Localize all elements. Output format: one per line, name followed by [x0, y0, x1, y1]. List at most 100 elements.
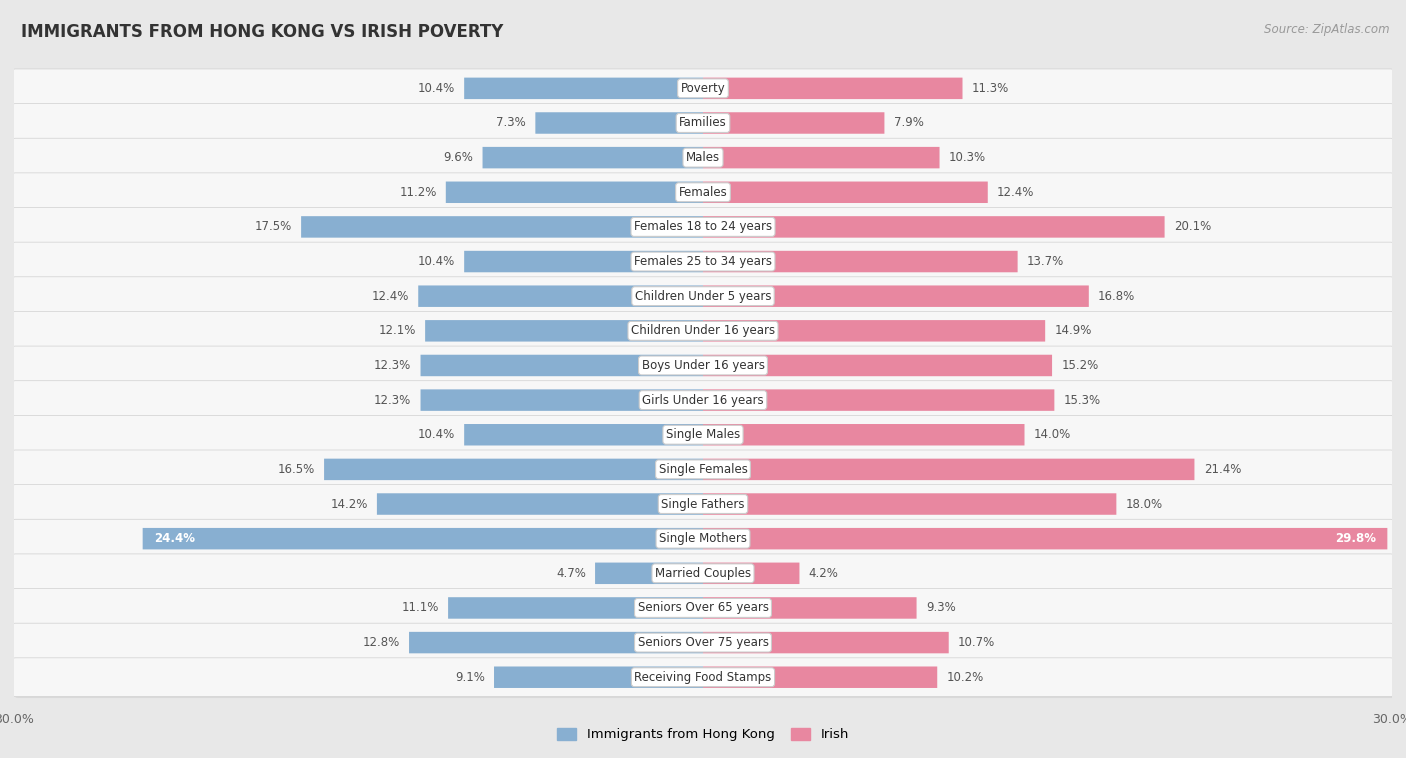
- Text: 24.4%: 24.4%: [155, 532, 195, 545]
- FancyBboxPatch shape: [14, 70, 1399, 109]
- Text: 11.1%: 11.1%: [402, 601, 439, 615]
- Text: 21.4%: 21.4%: [1204, 463, 1241, 476]
- FancyBboxPatch shape: [11, 138, 1395, 177]
- Text: 7.9%: 7.9%: [894, 117, 924, 130]
- FancyBboxPatch shape: [703, 320, 1045, 342]
- FancyBboxPatch shape: [703, 424, 1025, 446]
- FancyBboxPatch shape: [409, 632, 703, 653]
- FancyBboxPatch shape: [14, 313, 1399, 352]
- FancyBboxPatch shape: [11, 242, 1395, 281]
- FancyBboxPatch shape: [377, 493, 703, 515]
- FancyBboxPatch shape: [536, 112, 703, 133]
- Text: Children Under 5 years: Children Under 5 years: [634, 290, 772, 302]
- FancyBboxPatch shape: [418, 286, 703, 307]
- FancyBboxPatch shape: [464, 424, 703, 446]
- FancyBboxPatch shape: [703, 147, 939, 168]
- FancyBboxPatch shape: [14, 521, 1399, 559]
- Text: 15.3%: 15.3%: [1063, 393, 1101, 406]
- FancyBboxPatch shape: [703, 77, 963, 99]
- Text: 10.3%: 10.3%: [949, 151, 986, 164]
- FancyBboxPatch shape: [142, 528, 703, 550]
- Text: 10.2%: 10.2%: [946, 671, 984, 684]
- Text: 12.3%: 12.3%: [374, 359, 412, 372]
- FancyBboxPatch shape: [14, 556, 1399, 594]
- Text: 12.4%: 12.4%: [371, 290, 409, 302]
- FancyBboxPatch shape: [14, 243, 1399, 282]
- Text: 14.0%: 14.0%: [1033, 428, 1071, 441]
- FancyBboxPatch shape: [703, 562, 800, 584]
- Text: 10.4%: 10.4%: [418, 428, 456, 441]
- FancyBboxPatch shape: [703, 459, 1195, 480]
- FancyBboxPatch shape: [14, 105, 1399, 144]
- Text: Single Males: Single Males: [666, 428, 740, 441]
- Text: Girls Under 16 years: Girls Under 16 years: [643, 393, 763, 406]
- FancyBboxPatch shape: [11, 554, 1395, 593]
- FancyBboxPatch shape: [703, 493, 1116, 515]
- FancyBboxPatch shape: [11, 450, 1395, 489]
- FancyBboxPatch shape: [11, 208, 1395, 246]
- FancyBboxPatch shape: [11, 104, 1395, 143]
- Text: 18.0%: 18.0%: [1126, 497, 1163, 511]
- FancyBboxPatch shape: [11, 415, 1395, 454]
- Text: 20.1%: 20.1%: [1174, 221, 1211, 233]
- Text: 12.1%: 12.1%: [378, 324, 416, 337]
- Text: Males: Males: [686, 151, 720, 164]
- FancyBboxPatch shape: [14, 382, 1399, 421]
- Text: Females 25 to 34 years: Females 25 to 34 years: [634, 255, 772, 268]
- FancyBboxPatch shape: [420, 390, 703, 411]
- FancyBboxPatch shape: [11, 658, 1395, 697]
- Text: 12.8%: 12.8%: [363, 636, 399, 649]
- FancyBboxPatch shape: [703, 632, 949, 653]
- FancyBboxPatch shape: [420, 355, 703, 376]
- FancyBboxPatch shape: [14, 451, 1399, 490]
- Text: 9.3%: 9.3%: [925, 601, 956, 615]
- Text: 4.2%: 4.2%: [808, 567, 838, 580]
- FancyBboxPatch shape: [11, 588, 1395, 628]
- FancyBboxPatch shape: [703, 528, 1388, 550]
- FancyBboxPatch shape: [703, 251, 1018, 272]
- FancyBboxPatch shape: [323, 459, 703, 480]
- FancyBboxPatch shape: [14, 590, 1399, 628]
- FancyBboxPatch shape: [14, 278, 1399, 317]
- Text: 10.4%: 10.4%: [418, 255, 456, 268]
- Text: Receiving Food Stamps: Receiving Food Stamps: [634, 671, 772, 684]
- Text: 12.4%: 12.4%: [997, 186, 1035, 199]
- Legend: Immigrants from Hong Kong, Irish: Immigrants from Hong Kong, Irish: [551, 722, 855, 747]
- Text: 9.6%: 9.6%: [443, 151, 474, 164]
- Text: 7.3%: 7.3%: [496, 117, 526, 130]
- Text: 11.3%: 11.3%: [972, 82, 1010, 95]
- FancyBboxPatch shape: [14, 659, 1399, 698]
- FancyBboxPatch shape: [482, 147, 703, 168]
- FancyBboxPatch shape: [446, 181, 703, 203]
- FancyBboxPatch shape: [11, 173, 1395, 211]
- Text: 29.8%: 29.8%: [1334, 532, 1376, 545]
- Text: 13.7%: 13.7%: [1026, 255, 1064, 268]
- FancyBboxPatch shape: [464, 77, 703, 99]
- FancyBboxPatch shape: [14, 417, 1399, 456]
- Text: 16.5%: 16.5%: [277, 463, 315, 476]
- FancyBboxPatch shape: [11, 623, 1395, 662]
- Text: Single Females: Single Females: [658, 463, 748, 476]
- FancyBboxPatch shape: [14, 486, 1399, 525]
- Text: Seniors Over 75 years: Seniors Over 75 years: [637, 636, 769, 649]
- FancyBboxPatch shape: [595, 562, 703, 584]
- Text: 12.3%: 12.3%: [374, 393, 412, 406]
- FancyBboxPatch shape: [464, 251, 703, 272]
- FancyBboxPatch shape: [425, 320, 703, 342]
- Text: 4.7%: 4.7%: [555, 567, 586, 580]
- Text: Boys Under 16 years: Boys Under 16 years: [641, 359, 765, 372]
- FancyBboxPatch shape: [11, 346, 1395, 385]
- FancyBboxPatch shape: [11, 484, 1395, 524]
- FancyBboxPatch shape: [494, 666, 703, 688]
- FancyBboxPatch shape: [11, 381, 1395, 419]
- FancyBboxPatch shape: [703, 286, 1088, 307]
- Text: 14.9%: 14.9%: [1054, 324, 1091, 337]
- FancyBboxPatch shape: [14, 174, 1399, 213]
- FancyBboxPatch shape: [14, 209, 1399, 248]
- Text: Source: ZipAtlas.com: Source: ZipAtlas.com: [1264, 23, 1389, 36]
- Text: 14.2%: 14.2%: [330, 497, 368, 511]
- Text: Married Couples: Married Couples: [655, 567, 751, 580]
- Text: Poverty: Poverty: [681, 82, 725, 95]
- FancyBboxPatch shape: [14, 347, 1399, 387]
- FancyBboxPatch shape: [449, 597, 703, 619]
